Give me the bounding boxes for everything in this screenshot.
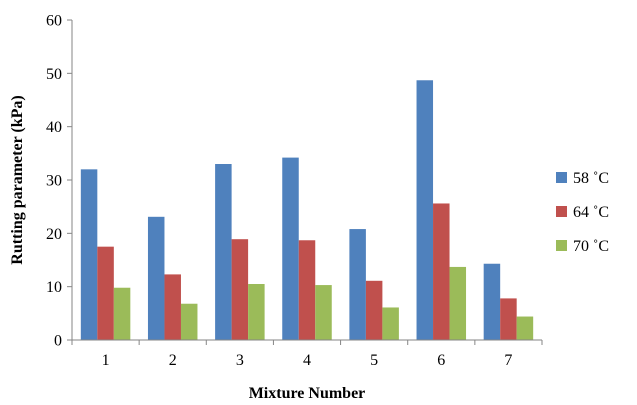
legend-label-series-1: 58 ˚C: [573, 170, 609, 187]
bar-series-1-category-7: [483, 263, 501, 340]
bar-series-1-category-3: [215, 164, 232, 340]
legend: 58 ˚C 64 ˚C 70 ˚C: [556, 170, 609, 255]
bar-series-3-category-7: [516, 316, 534, 340]
bar-series-3-category-3: [248, 284, 265, 340]
y-axis: 0 10 20 30 40 50 60: [46, 13, 73, 350]
x-tick-label: 4: [303, 352, 311, 369]
y-tick-label: 50: [46, 66, 62, 83]
y-tick-label: 20: [46, 226, 62, 243]
x-tick-label: 7: [504, 352, 512, 369]
x-tick-label: 3: [236, 352, 244, 369]
x-tick-label: 2: [169, 352, 177, 369]
bar-series-1-category-2: [147, 216, 165, 340]
bar-series-1-category-1: [80, 169, 98, 340]
y-tick-label: 40: [46, 119, 62, 136]
x-tick-label: 1: [102, 352, 110, 369]
legend-label-series-3: 70 ˚C: [573, 238, 609, 255]
legend-swatch-series-2: [556, 206, 567, 217]
plot-area: [80, 80, 534, 341]
x-axis-title: Mixture Number: [249, 385, 366, 402]
bar-series-1-category-4: [282, 157, 299, 340]
y-tick-label: 30: [46, 173, 62, 190]
bar-series-3-category-6: [449, 266, 467, 340]
legend-label-series-2: 64 ˚C: [573, 204, 609, 221]
y-axis-title: Rutting parameter (kPa): [9, 95, 26, 264]
x-tick-label: 5: [370, 352, 378, 369]
bar-series-3-category-4: [315, 285, 332, 340]
bar-series-1-category-5: [349, 229, 366, 340]
bar-series-3-category-2: [180, 303, 198, 340]
bar-series-2-category-7: [500, 298, 517, 340]
bar-series-3-category-1: [113, 287, 131, 340]
y-tick-label: 0: [54, 333, 62, 350]
x-tick-label: 6: [437, 352, 445, 369]
bar-series-2-category-1: [97, 246, 114, 340]
bar-series-2-category-6: [433, 203, 450, 340]
x-axis: 1 2 3 4 5 6 7: [71, 339, 543, 369]
bar-series-2-category-5: [365, 280, 383, 340]
y-tick-label: 10: [46, 279, 62, 296]
legend-swatch-series-1: [556, 172, 567, 183]
legend-swatch-series-3: [556, 240, 567, 251]
y-tick-label: 60: [46, 13, 62, 30]
bar-series-2-category-4: [298, 240, 316, 340]
bar-series-2-category-2: [164, 274, 181, 340]
bar-series-3-category-5: [382, 307, 399, 340]
bar-series-2-category-3: [231, 239, 249, 340]
bar-series-1-category-6: [416, 80, 434, 341]
